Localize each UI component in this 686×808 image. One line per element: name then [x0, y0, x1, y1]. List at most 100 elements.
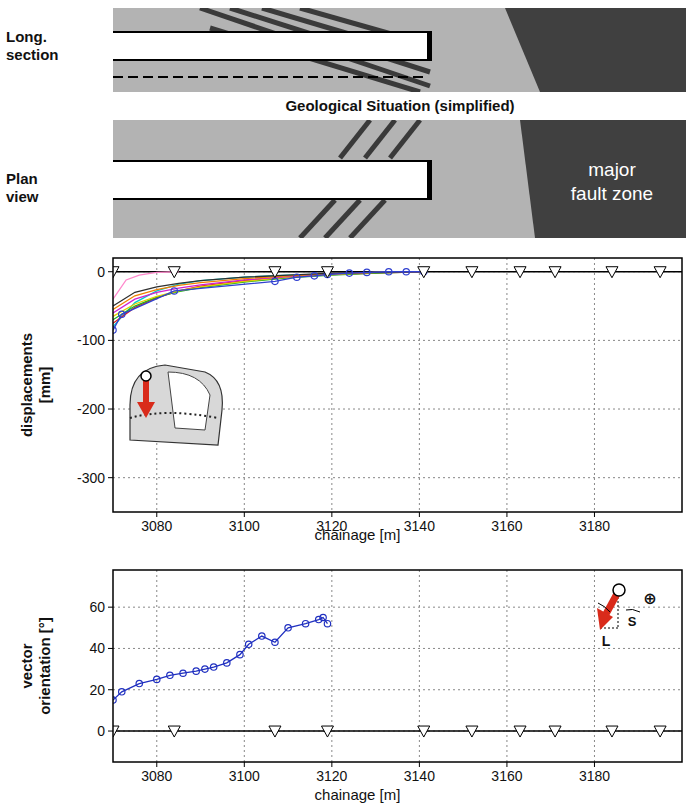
data-point	[324, 620, 330, 626]
tick-label: -100	[77, 332, 105, 348]
y-axis-title: vectororientation [°]	[18, 617, 53, 715]
text-line: Long.	[6, 28, 47, 45]
section-marker	[466, 726, 478, 737]
section-marker	[514, 726, 526, 737]
tunnel-face	[168, 372, 210, 430]
grid-line	[244, 570, 245, 762]
long-section	[113, 8, 686, 92]
data-point	[136, 680, 142, 686]
section-marker	[654, 726, 666, 737]
data-point	[154, 676, 160, 682]
section-marker	[418, 726, 430, 737]
tick-label: 3080	[141, 518, 172, 534]
grid-line	[419, 258, 420, 512]
data-point	[119, 689, 125, 695]
data-point	[302, 620, 308, 626]
series-line	[113, 272, 419, 310]
section-marker	[549, 267, 561, 278]
figure: Long.section Planview Geological Situation…	[0, 0, 686, 808]
text-line: [mm]	[36, 367, 53, 404]
tunnel-face	[428, 31, 432, 61]
discontinuity	[350, 200, 385, 238]
annotation: S	[628, 614, 637, 629]
tick-label: 0	[97, 264, 105, 280]
grid-line	[156, 570, 157, 762]
tunnel	[113, 32, 428, 60]
grid-line	[113, 340, 682, 341]
section-marker	[168, 267, 180, 278]
target-point	[141, 371, 151, 381]
discontinuity	[390, 120, 420, 158]
grid-line	[244, 258, 245, 512]
tick-label: 0	[97, 723, 105, 739]
text-line: section	[6, 46, 59, 63]
tunnel-shell	[130, 365, 222, 445]
arrow-shaft	[143, 378, 149, 404]
tick-label: 3120	[316, 768, 347, 784]
lining	[130, 413, 218, 418]
section-marker	[654, 267, 666, 278]
data-point	[193, 668, 199, 674]
discontinuity	[340, 120, 370, 158]
data-point	[272, 278, 278, 284]
discontinuity	[365, 120, 395, 158]
tick-label: 3160	[491, 768, 522, 784]
series-line	[113, 272, 419, 317]
tick-label: 60	[89, 599, 105, 615]
chart: 3080310031203140316031800204060chainage …	[18, 570, 682, 803]
series-line	[113, 272, 419, 320]
row-label: Planview	[6, 170, 39, 205]
series-line	[113, 272, 419, 313]
plot-frame	[113, 570, 682, 762]
section-marker	[466, 267, 478, 278]
plot-data	[113, 267, 666, 334]
fault-zone	[520, 120, 686, 238]
data-point	[272, 639, 278, 645]
annotation: ⊕	[643, 590, 656, 607]
tick-label: 3100	[229, 768, 260, 784]
data-point	[202, 666, 208, 672]
title: Geological Situation (simplified)	[285, 97, 514, 114]
series-line	[113, 272, 419, 306]
section-marker	[514, 267, 526, 278]
angle-arc	[598, 603, 610, 612]
data-point	[403, 269, 409, 275]
plot-frame	[113, 258, 682, 512]
text-line: vector	[18, 643, 35, 688]
grid-line	[113, 607, 682, 608]
section-marker	[549, 726, 561, 737]
plot-data	[113, 614, 666, 737]
section-marker	[113, 726, 119, 737]
data-point	[180, 670, 186, 676]
inset-orientation: ⊕ S L	[597, 584, 657, 649]
tick-label: 3140	[404, 518, 435, 534]
section-marker	[113, 267, 119, 278]
data-point	[386, 269, 392, 275]
tick-label: 3080	[141, 768, 172, 784]
data-point	[320, 614, 326, 620]
section-marker	[321, 726, 333, 737]
horizontal-ref	[600, 628, 618, 629]
data-point	[346, 270, 352, 276]
tunnel-floor	[113, 76, 428, 78]
tunnel	[113, 161, 428, 199]
tick-label: 40	[89, 640, 105, 656]
y-axis-title: displacements[mm]	[18, 333, 53, 437]
data-point	[210, 664, 216, 670]
annotation: L	[602, 633, 611, 649]
grid-line	[506, 570, 507, 762]
grid-line	[113, 731, 682, 732]
data-point	[294, 274, 300, 280]
data-point	[171, 288, 177, 294]
section-marker	[606, 726, 618, 737]
series-line	[113, 272, 419, 327]
text-line: orientation [°]	[36, 617, 53, 715]
text-line: Plan	[6, 170, 38, 187]
grid-line	[594, 258, 595, 512]
text-line: view	[6, 188, 39, 205]
data-point	[245, 641, 251, 647]
data-point	[119, 311, 125, 317]
plan-view	[113, 120, 686, 238]
grid-line	[594, 570, 595, 762]
data-point	[224, 660, 230, 666]
